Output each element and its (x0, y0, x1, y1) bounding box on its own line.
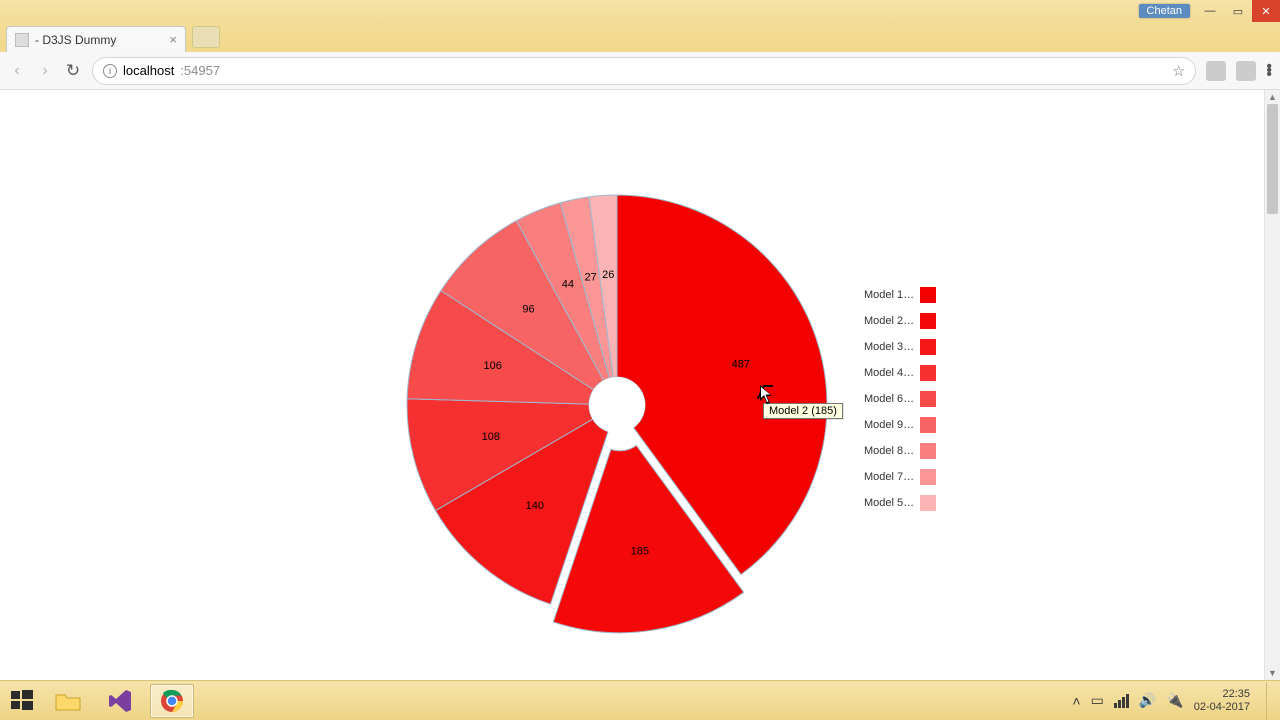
legend-label: Model 4… (864, 367, 914, 379)
legend-label: Model 7… (864, 471, 914, 483)
slice-value-label: 96 (522, 304, 534, 316)
chrome-user-badge[interactable]: Chetan (1139, 4, 1190, 18)
tab-title: - D3JS Dummy (35, 33, 163, 47)
taskbar-file-explorer[interactable] (46, 684, 90, 718)
new-tab-button[interactable] (192, 26, 220, 48)
chart-legend: Model 1… Model 2… Model 3… Model 4… Model 6…… (864, 282, 936, 516)
browser-tab[interactable]: - D3JS Dummy × (6, 26, 186, 52)
legend-item[interactable]: Model 2… (864, 308, 936, 334)
clock-date: 02-04-2017 (1194, 701, 1250, 714)
page-favicon-icon (15, 33, 29, 47)
legend-swatch-icon (920, 391, 936, 407)
url-host: localhost (123, 63, 174, 78)
window-titlebar: Chetan (0, 0, 1280, 22)
windows-logo-icon (9, 688, 35, 714)
bookmark-star-icon[interactable]: ☆ (1172, 62, 1185, 80)
legend-swatch-icon (920, 417, 936, 433)
page-viewport: 487 185 140 108 106 96 44 27 26 Model 1… Model 2…… (0, 90, 1280, 680)
window-maximize-button[interactable] (1224, 0, 1252, 22)
legend-item[interactable]: Model 1… (864, 282, 936, 308)
legend-item[interactable]: Model 5… (864, 490, 936, 516)
scroll-up-icon[interactable]: ▲ (1265, 90, 1280, 104)
show-desktop-button[interactable] (1266, 682, 1274, 720)
scroll-down-icon[interactable]: ▼ (1265, 666, 1280, 680)
slice-value-label: 44 (562, 278, 574, 290)
slice-value-label: 106 (484, 360, 502, 372)
tray-power-icon[interactable]: 🔌 (1166, 692, 1183, 709)
legend-item[interactable]: Model 3… (864, 334, 936, 360)
legend-item[interactable]: Model 7… (864, 464, 936, 490)
legend-label: Model 9… (864, 419, 914, 431)
slice-value-label: 26 (602, 269, 614, 281)
start-button[interactable] (6, 685, 38, 717)
legend-swatch-icon (920, 365, 936, 381)
legend-item[interactable]: Model 9… (864, 412, 936, 438)
legend-swatch-icon (920, 469, 936, 485)
legend-swatch-icon (920, 495, 936, 511)
legend-label: Model 2… (864, 315, 914, 327)
nav-back-button[interactable]: ‹ (8, 62, 26, 80)
legend-swatch-icon (920, 339, 936, 355)
extension-icon-2[interactable] (1236, 61, 1256, 81)
legend-swatch-icon (920, 313, 936, 329)
slice-value-label: 27 (585, 271, 597, 283)
tab-close-icon[interactable]: × (169, 32, 177, 47)
legend-item[interactable]: Model 8… (864, 438, 936, 464)
clock-time: 22:35 (1194, 688, 1250, 701)
url-port: :54957 (180, 63, 220, 78)
tray-action-center-icon[interactable]: ▭ (1091, 692, 1104, 709)
extension-icon-1[interactable] (1206, 61, 1226, 81)
taskbar-visual-studio[interactable] (98, 684, 142, 718)
window-close-button[interactable] (1252, 0, 1280, 22)
visual-studio-icon (106, 687, 134, 715)
slice-value-label: 140 (526, 500, 544, 512)
scroll-thumb[interactable] (1267, 104, 1278, 214)
slice-value-label: 108 (482, 431, 500, 443)
window-minimize-button[interactable] (1196, 0, 1224, 22)
taskbar[interactable]: ˄ ▭ 🔊 🔌 22:35 02-04-2017 (0, 680, 1280, 720)
chart-area: 487 185 140 108 106 96 44 27 26 Model 1… Model 2…… (0, 90, 1264, 680)
legend-label: Model 8… (864, 445, 914, 457)
taskbar-chrome[interactable] (150, 684, 194, 718)
browser-menu-button[interactable]: ••• (1266, 65, 1272, 77)
legend-label: Model 1… (864, 289, 914, 301)
tray-network-icon[interactable] (1114, 694, 1129, 708)
browser-tabstrip: - D3JS Dummy × (0, 22, 1280, 52)
tray-volume-icon[interactable]: 🔊 (1139, 692, 1156, 709)
legend-label: Model 3… (864, 341, 914, 353)
legend-item[interactable]: Model 6… (864, 386, 936, 412)
chrome-icon (159, 688, 185, 714)
nav-forward-button[interactable]: › (36, 62, 54, 80)
slice-value-label: 487 (732, 359, 750, 371)
legend-label: Model 6… (864, 393, 914, 405)
browser-toolbar: ‹ › i localhost :54957 ☆ ••• (0, 52, 1280, 90)
system-tray[interactable]: ˄ ▭ 🔊 🔌 22:35 02-04-2017 (1072, 682, 1274, 720)
legend-label: Model 5… (864, 497, 914, 509)
legend-swatch-icon (920, 287, 936, 303)
legend-item[interactable]: Model 4… (864, 360, 936, 386)
tray-clock[interactable]: 22:35 02-04-2017 (1194, 688, 1250, 714)
nav-reload-button[interactable] (64, 62, 82, 80)
chart-tooltip: Model 2 (185) (763, 403, 843, 419)
legend-swatch-icon (920, 443, 936, 459)
site-info-icon[interactable]: i (103, 64, 117, 78)
tray-overflow-icon[interactable]: ˄ (1072, 693, 1080, 709)
vertical-scrollbar[interactable]: ▲ ▼ (1264, 90, 1280, 680)
address-bar[interactable]: i localhost :54957 ☆ (92, 57, 1196, 85)
folder-icon (54, 689, 82, 713)
slice-value-label: 185 (631, 545, 649, 557)
